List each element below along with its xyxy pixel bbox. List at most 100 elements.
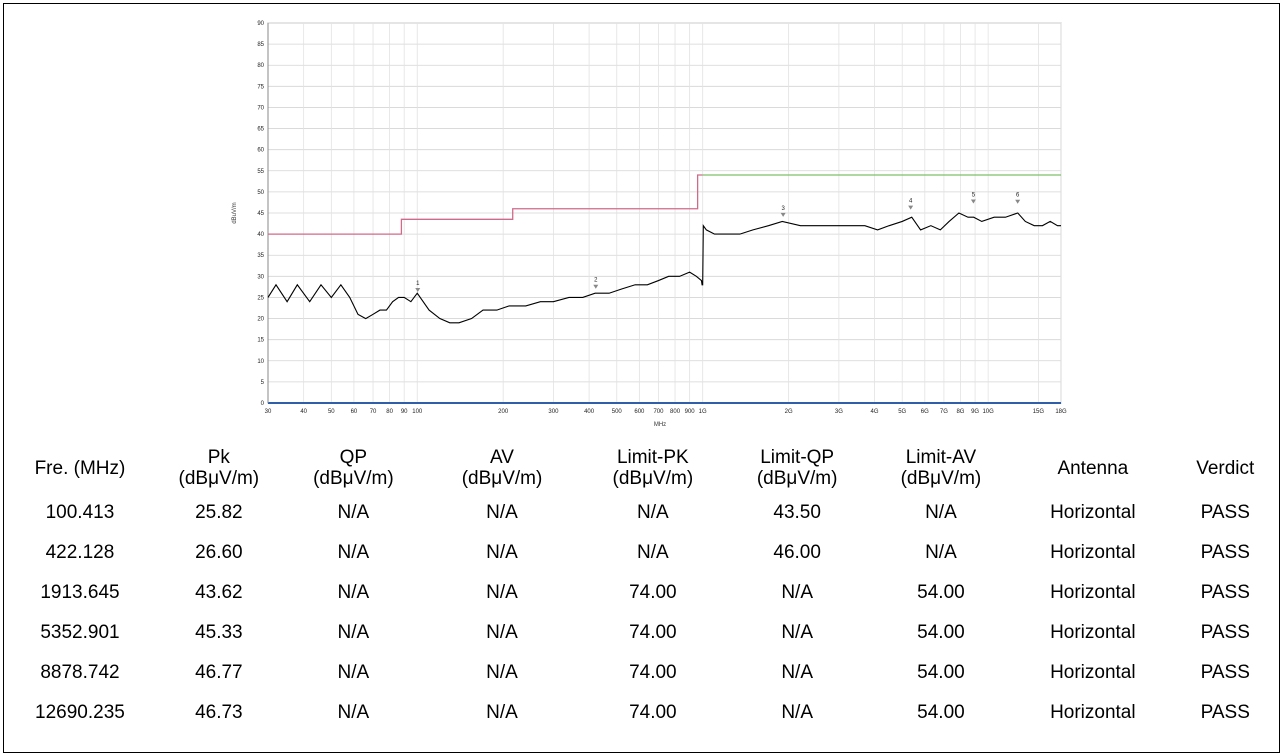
table-cell: PASS: [1200, 582, 1250, 603]
x-tick-label: 40: [300, 409, 307, 415]
table-cell: N/A: [337, 622, 370, 643]
y-tick-label: 75: [257, 84, 264, 90]
table-cell: PASS: [1200, 502, 1250, 523]
table-cell: Horizontal: [1050, 502, 1136, 523]
x-tick-label: 15G: [1033, 409, 1045, 415]
table-header-row: Fre. (MHz) Pk (dBμV/m) QP (dBμV/m) AV (dBμV…: [4, 443, 1279, 493]
col-header-frequency: Fre. (MHz): [34, 457, 126, 479]
table-cell: PASS: [1200, 542, 1250, 563]
x-grid: [267, 23, 1062, 404]
x-tick-label: 10G: [982, 409, 994, 415]
x-tick-label: 18G: [1055, 409, 1067, 415]
table-cell: PASS: [1200, 662, 1250, 683]
y-tick-label: 35: [257, 253, 264, 259]
table-cell: N/A: [781, 662, 813, 683]
x-tick-label: 8G: [956, 409, 964, 415]
y-tick-label: 80: [257, 63, 264, 69]
table-row: 8878.742 46.77 N/A N/A 74.00 N/A 54.00 Horizont…: [4, 653, 1279, 693]
table-cell: 74.00: [629, 702, 677, 723]
y-tick-label: 5: [261, 380, 265, 386]
marker-point: [1015, 199, 1021, 204]
table-cell: 12690.235: [35, 702, 125, 723]
marker-point: [415, 287, 421, 292]
table-cell: 54.00: [917, 622, 965, 643]
marker-point: [593, 284, 599, 289]
col-header-limit-qp: Limit-QP (dBμV/m): [756, 447, 838, 489]
y-tick-label: 25: [257, 295, 264, 301]
table-cell: 74.00: [629, 662, 677, 683]
y-tick-label: 65: [257, 127, 264, 133]
y-tick-label: 55: [257, 169, 264, 175]
y-tick-label: 20: [257, 317, 264, 323]
table-cell: 46.73: [195, 702, 243, 723]
x-tick-label: 1G: [699, 409, 707, 415]
x-tick-label: 50: [328, 409, 335, 415]
x-tick-label: 4G: [871, 409, 879, 415]
marker-label: 6: [1016, 193, 1020, 199]
table-cell: 45.33: [195, 622, 243, 643]
table-cell: N/A: [637, 542, 669, 563]
x-tick-label: 900: [685, 409, 696, 415]
x-tick-label: 200: [498, 409, 509, 415]
y-tick-label: 30: [257, 274, 264, 280]
x-tick-label: 6G: [921, 409, 929, 415]
marker-label: 2: [594, 278, 598, 284]
table-cell: 26.60: [195, 542, 243, 563]
table-cell: Horizontal: [1050, 662, 1136, 683]
table-cell: N/A: [486, 542, 518, 563]
table-cell: 74.00: [629, 582, 677, 603]
table-cell: 25.82: [195, 502, 243, 523]
marker-point: [908, 205, 914, 210]
table-cell: N/A: [486, 502, 518, 523]
x-tick-label: 60: [351, 409, 358, 415]
y-tick-label: 10: [257, 359, 264, 365]
markers-group: 1 2 3 4 5 6: [415, 193, 1021, 292]
table-row: 100.413 25.82 N/A N/A N/A 43.50 N/A Horizontal P…: [4, 493, 1279, 533]
table-cell: Horizontal: [1050, 702, 1136, 723]
x-tick-label: 300: [548, 409, 559, 415]
table-cell: N/A: [337, 502, 370, 523]
y-tick-label: 90: [257, 21, 264, 27]
col-header-av: AV (dBμV/m): [461, 447, 543, 489]
x-tick-label: 30: [265, 409, 272, 415]
x-tick-label: 5G: [898, 409, 906, 415]
marker-point: [780, 212, 786, 217]
y-tick-label: 60: [257, 148, 264, 154]
table-cell: Horizontal: [1050, 622, 1136, 643]
series-group: [267, 174, 1061, 324]
table-cell: N/A: [486, 622, 518, 643]
table-cell: 43.62: [195, 582, 243, 603]
x-tick-label: 80: [386, 409, 393, 415]
y-tick-labels: 0 5 10 15 20 25 30 35 40 45 50 55 60 65 70 75 80 85 90: [257, 21, 264, 407]
table-cell: PASS: [1200, 622, 1250, 643]
table-cell: N/A: [925, 502, 957, 523]
col-header-verdict: Verdict: [1196, 457, 1255, 479]
marker-label: 3: [781, 206, 785, 212]
table-cell: 46.77: [195, 662, 243, 683]
table-cell: 8878.742: [40, 662, 120, 683]
x-tick-label: 800: [670, 409, 681, 415]
table-cell: Horizontal: [1050, 582, 1136, 603]
x-tick-label: 400: [584, 409, 595, 415]
table-cell: N/A: [925, 542, 957, 563]
x-tick-label: 2G: [785, 409, 793, 415]
table-row: 12690.235 46.73 N/A N/A 74.00 N/A 54.00 Horizon…: [4, 693, 1279, 733]
col-header-pk: Pk (dBμV/m): [178, 447, 260, 489]
series-line: [268, 174, 703, 235]
table-cell: 422.128: [45, 542, 115, 563]
y-tick-label: 70: [257, 105, 264, 111]
table-body: 100.413 25.82 N/A N/A N/A 43.50 N/A Horizontal P…: [4, 493, 1279, 733]
table-cell: 54.00: [917, 662, 965, 683]
col-header-limit-pk: Limit-PK (dBμV/m): [612, 447, 694, 489]
table-cell: N/A: [337, 582, 370, 603]
table-cell: N/A: [486, 662, 518, 683]
marker-label: 5: [972, 193, 976, 199]
y-tick-label: 85: [257, 42, 264, 48]
table-cell: 5352.901: [40, 622, 120, 643]
table-cell: N/A: [781, 622, 813, 643]
table-cell: 74.00: [629, 622, 677, 643]
col-header-limit-av: Limit-AV (dBμV/m): [900, 447, 982, 489]
y-tick-label: 0: [261, 401, 265, 407]
